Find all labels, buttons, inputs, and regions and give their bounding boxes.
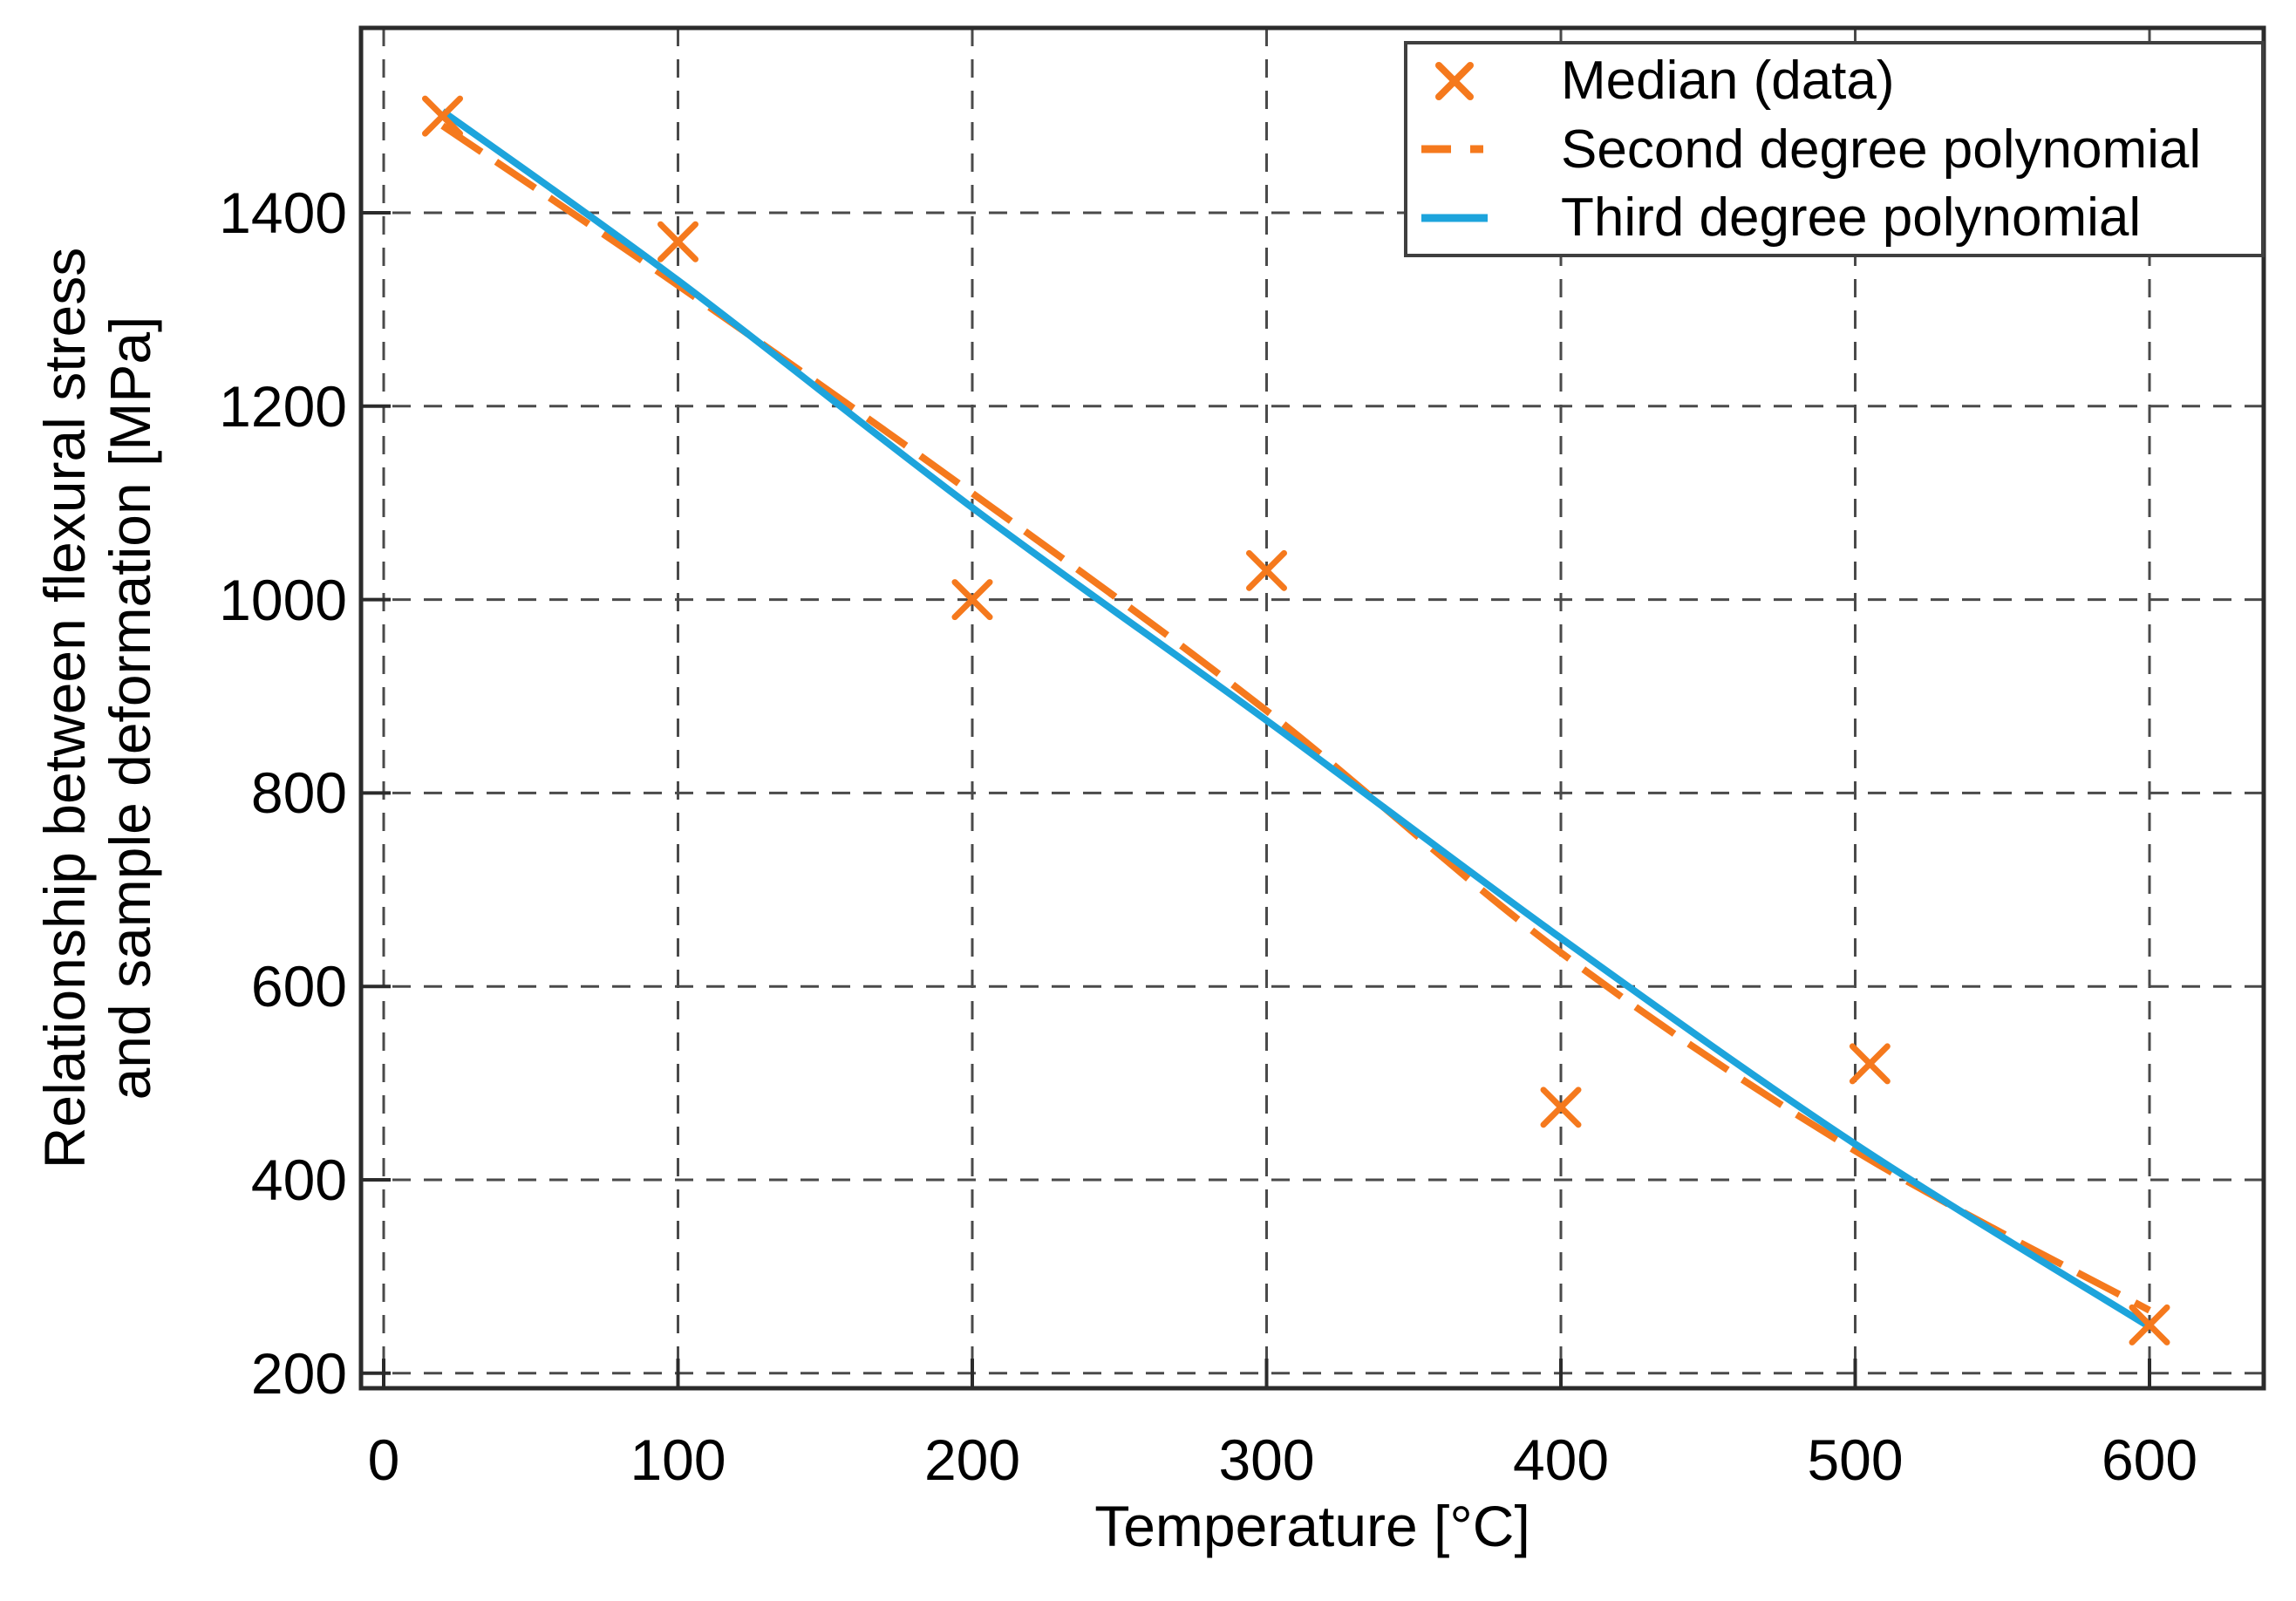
- median-marker: [1246, 549, 1287, 591]
- legend-label-median: Median (data): [1561, 51, 1895, 111]
- second-degree-curve: [440, 122, 2151, 1314]
- x-tick-label: 600: [2101, 1427, 2198, 1492]
- median-marker: [657, 221, 698, 262]
- solid-line-icon: [1420, 209, 1489, 227]
- x-tick-label: 100: [630, 1427, 726, 1492]
- legend: Median (data) Second degree polynomial T…: [1404, 41, 2265, 257]
- legend-label-third-degree: Third degree polynomial: [1561, 187, 2142, 248]
- median-marker: [2129, 1304, 2170, 1346]
- y-axis-label-line2: and sample deformation [MPa]: [98, 316, 162, 1100]
- x-tick-label: 500: [1807, 1427, 1904, 1492]
- legend-item-third-degree: Third degree polynomial: [1407, 186, 2261, 250]
- third-degree-curve: [440, 108, 2152, 1330]
- median-marker: [422, 95, 463, 137]
- x-tick-label: 400: [1512, 1427, 1610, 1492]
- y-axis-label-line1: Relationship between flexural stress: [32, 247, 97, 1169]
- y-tick-label: 1200: [219, 373, 347, 439]
- median-marker: [951, 579, 993, 621]
- median-marker: [1540, 1087, 1582, 1128]
- x-tick-label: 300: [1218, 1427, 1315, 1492]
- y-tick-label: 600: [250, 954, 347, 1019]
- legend-item-median: Median (data): [1407, 49, 2261, 113]
- legend-item-second-degree: Second degree polynomial: [1407, 117, 2261, 181]
- x-marker-icon: [1420, 53, 1489, 109]
- x-tick-label: 0: [367, 1427, 400, 1492]
- legend-label-second-degree: Second degree polynomial: [1561, 119, 2202, 180]
- y-tick-label: 200: [250, 1340, 347, 1406]
- x-tick-label: 200: [923, 1427, 1021, 1492]
- y-tick-label: 1000: [219, 567, 347, 632]
- y-axis-label: Relationship between flexural stress and…: [32, 98, 163, 1318]
- y-tick-label: 1400: [219, 181, 347, 245]
- median-marker: [1849, 1043, 1891, 1085]
- dashed-line-icon: [1420, 140, 1489, 158]
- y-tick-label: 800: [250, 760, 347, 826]
- axes-frame: [358, 25, 2266, 1391]
- x-axis-label: Temperature [°C]: [1094, 1494, 1530, 1558]
- y-tick-label: 400: [250, 1148, 347, 1212]
